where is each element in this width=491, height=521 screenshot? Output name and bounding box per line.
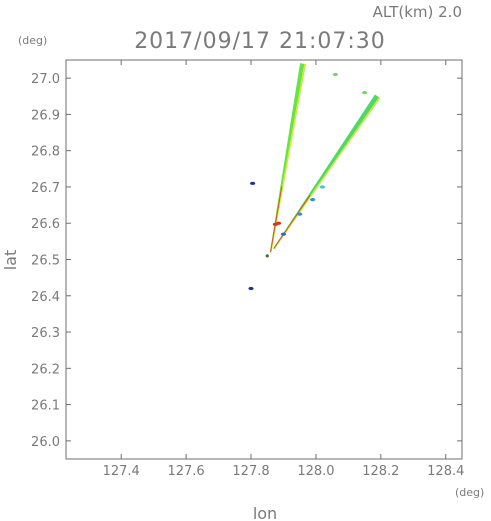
x-axis-ticks: 127.4 127.6 127.8 128.0 128.2 128.4 [103,60,464,479]
beam-core-north [269,186,283,253]
y-unit-label: (deg) [18,34,47,47]
beam-edge-northeast [273,97,381,250]
x-tick-label: 128.0 [297,464,334,479]
echo-cluster [248,286,254,291]
altitude-label: ALT(km) 2.0 [373,3,462,21]
beam-core-northeast [273,195,311,249]
y-tick-label: 26.4 [31,290,60,305]
x-axis-label: lon [253,504,277,521]
y-axis-ticks: 26.0 26.1 26.2 26.3 26.4 26.5 26.6 26.7 26.8 26.9… [31,72,462,450]
y-tick-label: 26.3 [31,326,60,341]
radar-beams [269,63,381,253]
x-tick-label: 128.4 [427,464,464,479]
echo-cluster [362,91,368,95]
echo-cluster [319,185,326,189]
y-tick-label: 26.6 [31,217,60,232]
x-tick-label: 127.6 [167,464,204,479]
y-tick-label: 26.0 [31,435,60,450]
x-tick-label: 127.4 [103,464,140,479]
radar-origin-marker [265,254,269,258]
echo-cluster [250,181,256,185]
y-axis-label: lat [1,250,20,271]
chart-timestamp: 2017/09/17 21:07:30 [134,29,386,54]
x-tick-label: 127.8 [232,464,269,479]
y-tick-label: 26.7 [31,181,60,196]
echo-cluster [276,221,282,225]
beam-edge-north [270,63,306,253]
y-tick-label: 26.9 [31,108,60,123]
x-tick-label: 128.2 [362,464,399,479]
x-unit-label: (deg) [455,486,484,499]
echo-cluster [280,232,287,236]
y-tick-label: 26.2 [31,362,60,377]
plot-frame [65,59,463,460]
echo-cluster [310,198,316,202]
echo-clusters [248,72,368,291]
y-tick-label: 26.8 [31,145,60,160]
radar-origin-dot [265,254,269,258]
y-tick-label: 27.0 [31,72,60,87]
y-tick-label: 26.1 [31,399,60,414]
echo-cluster [297,212,303,216]
echo-cluster [332,72,339,77]
y-tick-label: 26.5 [31,254,60,269]
